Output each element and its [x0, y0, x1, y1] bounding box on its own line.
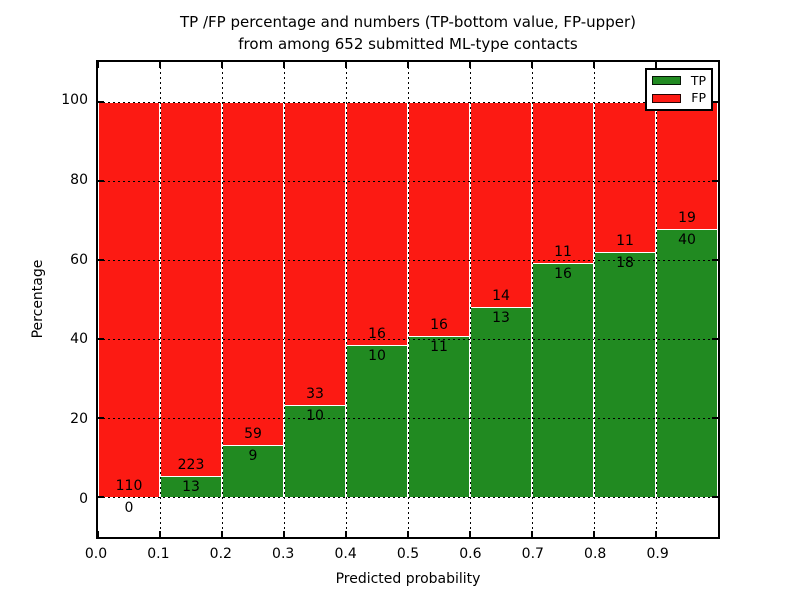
- x-tick-mark: [407, 531, 409, 537]
- x-tick-mark: [469, 62, 471, 68]
- x-tick-label: 0.5: [396, 546, 420, 562]
- x-tick-label: 0.1: [147, 546, 170, 562]
- x-tick-mark: [531, 62, 533, 68]
- bar-annotation-fp: 16: [430, 317, 448, 334]
- y-tick-mark: [712, 338, 718, 341]
- bar-annotation-tp: 40: [678, 232, 696, 249]
- legend-swatch-fp: [652, 93, 681, 103]
- y-tick-mark: [98, 179, 104, 182]
- x-tick-mark: [221, 531, 223, 537]
- y-tick-label: 40: [70, 331, 88, 348]
- bar-segment-fp: [532, 101, 594, 263]
- legend-entry-tp: TP: [652, 72, 706, 88]
- y-tick-mark: [712, 100, 718, 103]
- bar-annotation-fp: 19: [678, 210, 696, 227]
- x-tick-mark: [221, 62, 223, 68]
- bar-annotation-tp: 10: [368, 348, 386, 365]
- x-tick-mark: [655, 62, 657, 68]
- bar-segment-tp: [346, 345, 408, 498]
- plot-area: 110 0 223 13 59 9 33 10 16 10 16 11 14 13 11 16 11 18 19 40: [96, 60, 720, 539]
- legend: TP FP: [645, 68, 713, 111]
- bar-annotation-fp: 110: [115, 478, 143, 495]
- x-tick-mark: [97, 531, 99, 537]
- x-tick-mark: [531, 531, 533, 537]
- bar-annotation-tp: 10: [306, 408, 324, 425]
- x-axis-label: Predicted probability: [335, 571, 481, 587]
- bar-annotation-fp: 14: [492, 287, 510, 304]
- x-axis-tick-labels: 0.0 0.1 0.2 0.3 0.4 0.5 0.6 0.7 0.8 0.9: [85, 546, 720, 564]
- y-tick-mark: [712, 258, 718, 261]
- legend-label-tp: TP: [690, 72, 706, 88]
- y-tick-label: 100: [61, 91, 88, 108]
- x-tick-label: 0.9: [646, 546, 669, 562]
- x-tick-mark: [283, 62, 285, 68]
- bar-segment-fp: [656, 101, 718, 230]
- y-tick-mark: [98, 258, 104, 261]
- x-tick-label: 0.8: [584, 546, 607, 562]
- bar-annotation-fp: 16: [368, 326, 386, 343]
- x-tick-mark: [159, 62, 161, 68]
- y-tick-label: 60: [70, 251, 88, 268]
- y-axis-label: Percentage: [30, 259, 46, 339]
- bar-segment-tp: [532, 262, 594, 498]
- bar-annotation-fp: 11: [554, 243, 572, 260]
- bar-segment-tp: [284, 405, 346, 498]
- x-tick-label: 0.6: [459, 546, 482, 562]
- x-tick-mark: [593, 531, 595, 537]
- chart-title-line2: from among 652 submitted ML-type contact…: [238, 35, 578, 53]
- x-tick-label: 0.4: [334, 546, 357, 562]
- x-tick-mark: [345, 531, 347, 537]
- y-tick-mark: [712, 496, 718, 499]
- y-tick-mark: [712, 179, 718, 182]
- x-tick-mark: [655, 531, 657, 537]
- x-tick-label: 0.2: [209, 546, 232, 562]
- x-tick-mark: [345, 62, 347, 68]
- legend-label-fp: FP: [691, 90, 706, 106]
- x-tick-label: 0.0: [84, 546, 108, 562]
- bar-annotation-tp: 11: [430, 339, 448, 356]
- chart-title-line1: TP /FP percentage and numbers (TP-bottom…: [180, 13, 636, 31]
- bar-annotation-tp: 16: [554, 265, 572, 282]
- x-tick-label: 0.7: [521, 546, 544, 562]
- chart-title: TP /FP percentage and numbers (TP-bottom…: [96, 11, 720, 55]
- bar-annotation-tp: 18: [616, 254, 634, 271]
- y-tick-mark: [98, 100, 104, 103]
- bar-segment-tp: [594, 251, 656, 498]
- bar-annotation-tp: 0: [124, 500, 134, 517]
- bar-annotation-tp: 9: [248, 448, 258, 465]
- annotation-layer: 110 0 223 13 59 9 33 10 16 10 16 11 14 13 11 16 11 18 19 40: [98, 62, 718, 537]
- y-axis-tick-labels: 0 20 40 60 80 100: [44, 60, 88, 539]
- tick-layer: [97, 62, 718, 537]
- y-tick-label: 80: [70, 171, 88, 188]
- bar-annotation-fp: 223: [177, 456, 205, 473]
- legend-entry-fp: FP: [652, 91, 706, 105]
- y-tick-label: 0: [79, 491, 88, 508]
- bar-segment-fp: [98, 101, 160, 498]
- y-tick-mark: [98, 496, 104, 499]
- x-tick-label: 0.3: [272, 546, 295, 562]
- bar-annotation-tp: 13: [492, 309, 510, 326]
- bar-segment-fp: [160, 101, 222, 476]
- x-tick-mark: [469, 531, 471, 537]
- y-tick-mark: [98, 417, 104, 420]
- x-tick-mark: [407, 62, 409, 68]
- bar-annotation-fp: 59: [244, 426, 262, 443]
- y-tick-label: 20: [70, 411, 88, 428]
- y-tick-mark: [712, 417, 718, 420]
- bar-segment-tp: [222, 445, 284, 498]
- y-tick-mark: [98, 338, 104, 341]
- bar-annotation-fp: 33: [306, 386, 324, 403]
- legend-swatch-tp: [652, 76, 681, 86]
- bar-annotation-fp: 11: [616, 232, 634, 249]
- x-tick-mark: [283, 531, 285, 537]
- x-tick-mark: [593, 62, 595, 68]
- bar-segment-tp: [408, 336, 470, 498]
- x-tick-mark: [97, 62, 99, 68]
- bar-segment-fp: [594, 101, 656, 252]
- bar-annotation-tp: 13: [182, 478, 200, 495]
- x-tick-mark: [159, 531, 161, 537]
